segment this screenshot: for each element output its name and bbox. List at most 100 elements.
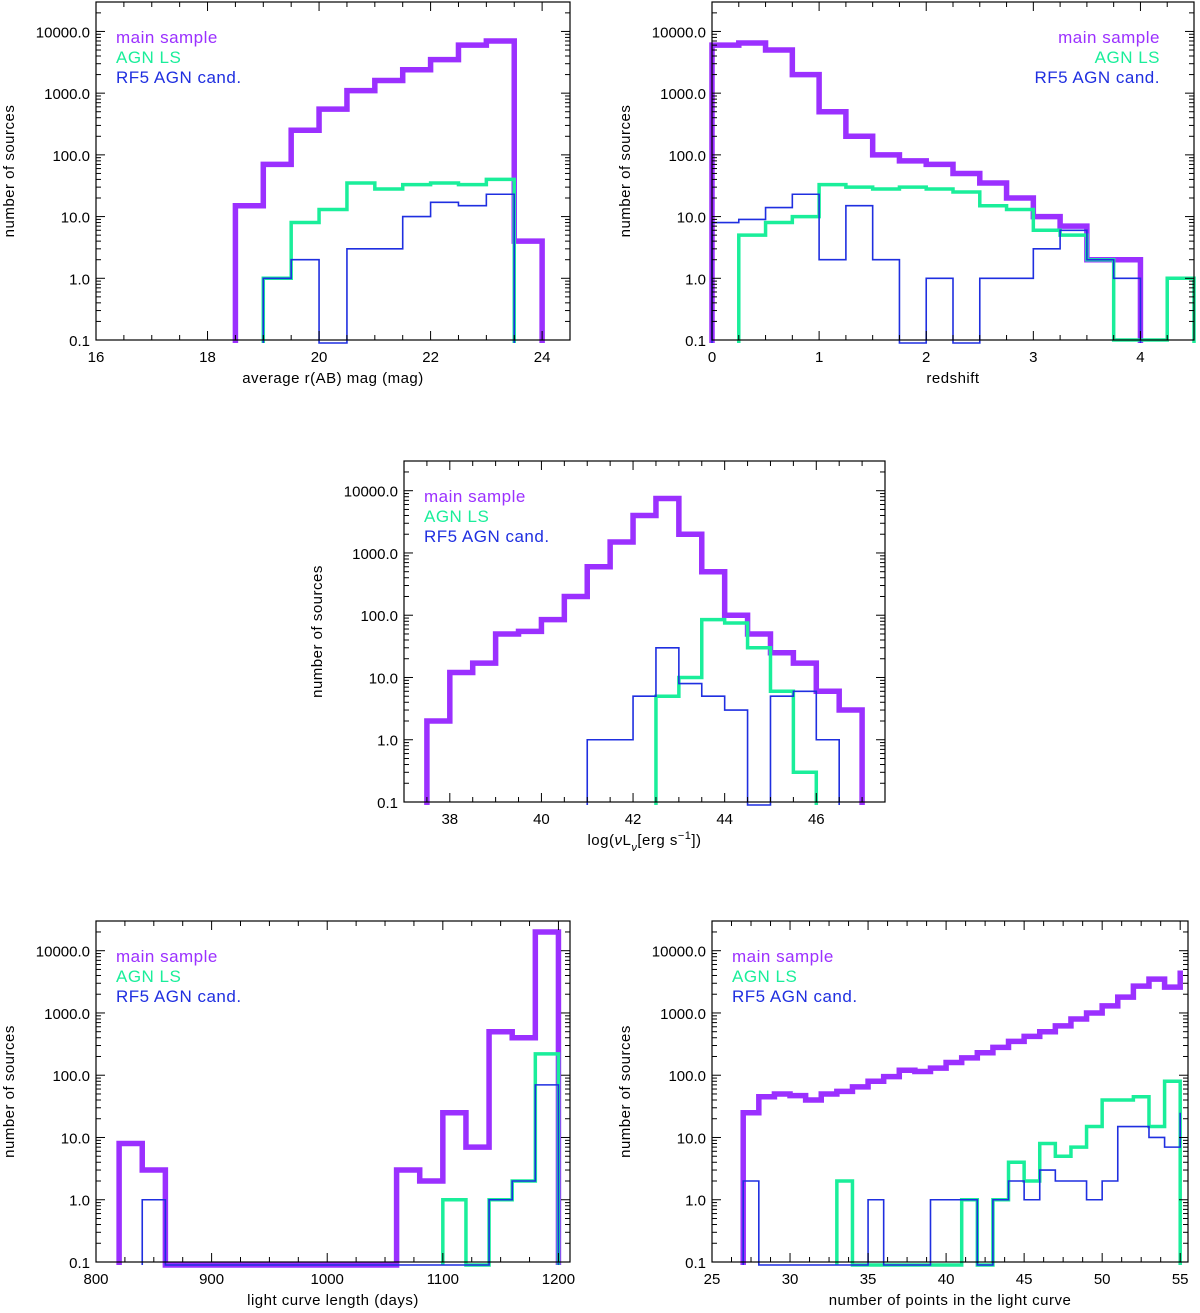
- y-tick-label: 10000.0: [652, 24, 706, 41]
- legend-entry: main sample: [424, 487, 526, 506]
- y-tick-label: 100.0: [668, 148, 706, 165]
- series-main-sample-histogram: [232, 38, 545, 343]
- plot-frame: [711, 920, 1189, 1263]
- x-tick-label: 42: [625, 811, 642, 828]
- x-tick-label: 1100: [427, 1271, 459, 1288]
- x-tick-label: 22: [422, 349, 439, 366]
- y-tick-label: 1000.0: [352, 546, 398, 563]
- x-tick-label: 3: [1029, 349, 1037, 366]
- legend-entry: AGN LS: [116, 967, 181, 986]
- series-agn-ls-histogram: [737, 182, 1196, 343]
- x-axis-title: light curve length (days): [247, 1292, 419, 1309]
- x-tick-label: 1200: [542, 1271, 575, 1288]
- x-axis-title: average r(AB) mag (mag): [242, 370, 424, 387]
- x-tick-label: 55: [1172, 1271, 1189, 1288]
- y-tick-label: 10000.0: [344, 484, 398, 501]
- series-main-sample-histogram: [116, 929, 562, 1268]
- y-tick-label: 10.0: [677, 1130, 706, 1147]
- x-tick-label: 18: [199, 349, 216, 366]
- y-axis-title: number of sources: [1, 105, 18, 238]
- y-tick-label: 10.0: [369, 670, 398, 687]
- series-agn-ls-histogram: [835, 1079, 1182, 1267]
- x-tick-label: 1000: [311, 1271, 344, 1288]
- x-tick-label: 45: [1016, 1271, 1033, 1288]
- y-tick-label: 10000.0: [652, 944, 706, 961]
- plot-frame: [95, 1, 571, 341]
- series-main-sample-histogram: [424, 495, 865, 805]
- x-tick-label: 4: [1136, 349, 1144, 366]
- series-rf5-agn-cand-histogram: [262, 193, 516, 344]
- panel-5: 25 30 35 40 45 50 55 0.1 1.0 10.0 100.0 1000.0 10000…: [617, 920, 1189, 1309]
- y-tick-label: 10.0: [61, 210, 90, 227]
- y-axis-title: number of sources: [617, 105, 634, 238]
- series-rf5-agn-cand-histogram: [711, 193, 1142, 344]
- x-tick-label: 25: [704, 1271, 721, 1288]
- x-tick-label: 50: [1094, 1271, 1111, 1288]
- x-tick-label: 1: [815, 349, 823, 366]
- series-rf5-agn-cand-histogram: [586, 646, 840, 806]
- y-tick-label: 100.0: [52, 148, 90, 165]
- panel-1: 16 18 20 22 24 0.1 1.0 10.0 100.0 1000.0 10000.0 av…: [1, 1, 571, 387]
- plot-frame: [403, 460, 886, 803]
- legend-entry: main sample: [116, 947, 218, 966]
- series-rf5-agn-cand-histogram: [742, 1112, 1181, 1266]
- series-main-sample-histogram: [740, 970, 1183, 1265]
- x-tick-label: 40: [938, 1271, 955, 1288]
- y-tick-label: 0.1: [685, 1255, 706, 1272]
- series-main-sample-histogram: [709, 40, 1144, 343]
- x-tick-label: 800: [83, 1271, 108, 1288]
- y-axis-title: number of sources: [309, 565, 326, 698]
- y-tick-label: 1000.0: [44, 1006, 90, 1023]
- y-tick-label: 1.0: [685, 1193, 706, 1210]
- x-tick-label: 46: [808, 811, 825, 828]
- legend-entry: RF5 AGN cand.: [424, 527, 550, 546]
- legend-entry: main sample: [732, 947, 834, 966]
- y-axis-title: number of sources: [617, 1025, 634, 1158]
- y-tick-label: 1.0: [69, 1193, 90, 1210]
- x-tick-label: 35: [860, 1271, 877, 1288]
- legend-entry: AGN LS: [424, 507, 489, 526]
- legend-entry: RF5 AGN cand.: [116, 987, 242, 1006]
- x-tick-label: 44: [716, 811, 733, 828]
- series-agn-ls-histogram: [261, 177, 516, 343]
- y-axis-title: number of sources: [1, 1025, 18, 1158]
- y-tick-label: 10.0: [61, 1130, 90, 1147]
- x-tick-label: 24: [534, 349, 551, 366]
- y-tick-label: 0.1: [377, 795, 398, 812]
- y-tick-label: 10000.0: [36, 944, 90, 961]
- y-tick-label: 10.0: [677, 210, 706, 227]
- y-tick-label: 100.0: [52, 1068, 90, 1085]
- y-tick-label: 1.0: [377, 733, 398, 750]
- series-rf5-agn-cand-histogram: [141, 1084, 560, 1266]
- legend-entry: AGN LS: [1095, 48, 1160, 67]
- y-tick-label: 1.0: [69, 271, 90, 288]
- y-tick-label: 0.1: [685, 333, 706, 350]
- panel-3: 38 40 42 44 46 0.1 1.0 10.0 100.0 1000.0 10000.0 lo…: [309, 460, 886, 854]
- x-axis-title: number of points in the light curve: [829, 1292, 1072, 1309]
- plot-frame: [95, 920, 571, 1263]
- x-tick-label: 900: [199, 1271, 224, 1288]
- legend-entry: RF5 AGN cand.: [1034, 68, 1160, 87]
- legend-entry: AGN LS: [732, 967, 797, 986]
- y-tick-label: 1.0: [685, 271, 706, 288]
- legend-entry: main sample: [116, 28, 218, 47]
- y-tick-label: 0.1: [69, 333, 90, 350]
- x-axis-title: redshift: [926, 370, 980, 387]
- legend-entry: AGN LS: [116, 48, 181, 67]
- y-tick-label: 1000.0: [44, 86, 90, 103]
- y-tick-label: 0.1: [69, 1255, 90, 1272]
- x-axis-title: log(νLν[erg s−1]): [587, 830, 701, 854]
- panel-4: 800 900 1000 1100 1200 0.1 1.0 10.0 100.0 1000.0 1…: [1, 920, 575, 1309]
- legend-entry: main sample: [1058, 28, 1160, 47]
- x-tick-label: 16: [88, 349, 105, 366]
- y-tick-label: 1000.0: [660, 86, 706, 103]
- y-tick-label: 100.0: [668, 1068, 706, 1085]
- legend-entry: RF5 AGN cand.: [732, 987, 858, 1006]
- series-agn-ls-histogram: [654, 617, 819, 805]
- x-tick-label: 20: [311, 349, 328, 366]
- y-tick-label: 100.0: [360, 608, 398, 625]
- x-tick-label: 38: [441, 811, 458, 828]
- x-tick-label: 30: [782, 1271, 799, 1288]
- panel-2: 0 1 2 3 4 0.1 1.0 10.0 100.0 1000.0 10000.0 redshif…: [617, 1, 1196, 387]
